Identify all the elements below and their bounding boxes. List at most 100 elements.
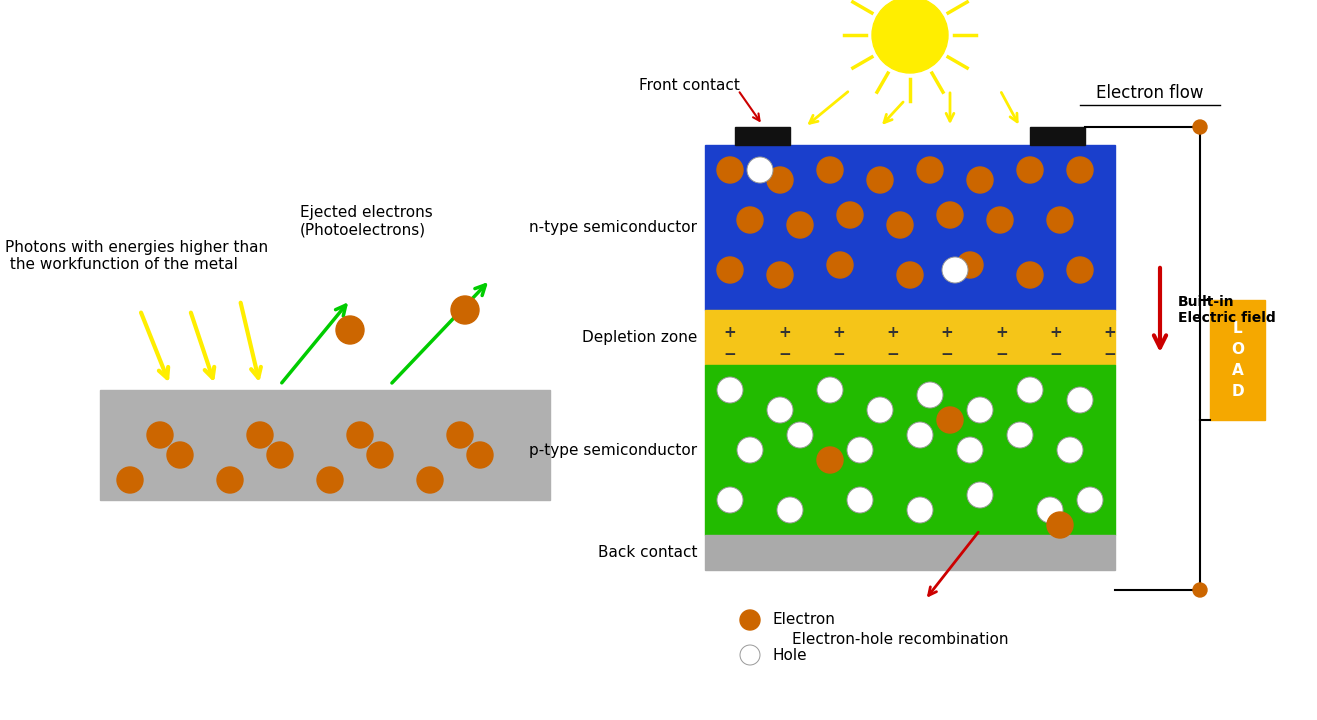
Circle shape [967, 167, 993, 193]
Text: −: − [996, 347, 1008, 362]
Text: Back contact: Back contact [598, 545, 697, 560]
Circle shape [738, 207, 763, 233]
Circle shape [936, 202, 963, 228]
Circle shape [1067, 257, 1093, 283]
Circle shape [716, 487, 743, 513]
Circle shape [847, 487, 873, 513]
Text: Electron-hole recombination: Electron-hole recombination [792, 632, 1009, 647]
Circle shape [1017, 377, 1043, 403]
Text: −: − [1104, 347, 1117, 362]
Text: −: − [1050, 347, 1062, 362]
Bar [705, 365, 1115, 535]
Circle shape [1058, 437, 1083, 463]
Circle shape [817, 157, 843, 183]
Text: −: − [723, 347, 736, 362]
Circle shape [716, 157, 743, 183]
Circle shape [716, 257, 743, 283]
Circle shape [1047, 512, 1073, 538]
Circle shape [346, 422, 373, 448]
Circle shape [740, 645, 760, 665]
Text: −: − [832, 347, 846, 362]
Text: +: + [996, 325, 1008, 340]
Circle shape [1008, 422, 1033, 448]
Circle shape [1193, 120, 1206, 134]
Text: +: + [1104, 325, 1117, 340]
Circle shape [867, 167, 893, 193]
Bar [100, 390, 551, 500]
Text: L
O
A
D: L O A D [1231, 321, 1245, 399]
Text: n-type semiconductor: n-type semiconductor [529, 220, 697, 235]
Circle shape [872, 0, 948, 73]
Circle shape [897, 262, 923, 288]
Circle shape [817, 377, 843, 403]
Circle shape [936, 407, 963, 433]
Bar [705, 535, 1115, 570]
Circle shape [942, 257, 968, 283]
Circle shape [1193, 583, 1206, 597]
Circle shape [1017, 157, 1043, 183]
Circle shape [1047, 207, 1073, 233]
Circle shape [336, 316, 363, 344]
Bar [1030, 127, 1085, 145]
Text: +: + [1050, 325, 1062, 340]
Text: Built-in
Electric field: Built-in Electric field [1177, 295, 1276, 325]
Circle shape [417, 467, 443, 493]
Text: Photons with energies higher than
 the workfunction of the metal: Photons with energies higher than the wo… [5, 240, 269, 272]
Circle shape [766, 262, 793, 288]
Circle shape [450, 296, 479, 324]
Circle shape [1017, 262, 1043, 288]
Text: Electron: Electron [772, 613, 835, 628]
Text: Depletion zone: Depletion zone [582, 330, 697, 345]
Text: Front contact: Front contact [639, 78, 740, 92]
Circle shape [317, 467, 342, 493]
Circle shape [248, 422, 273, 448]
Text: −: − [778, 347, 790, 362]
Circle shape [117, 467, 144, 493]
Circle shape [1067, 157, 1093, 183]
Circle shape [788, 212, 813, 238]
Text: Hole: Hole [772, 647, 806, 662]
Circle shape [957, 252, 982, 278]
Circle shape [827, 252, 853, 278]
Circle shape [217, 467, 244, 493]
Circle shape [907, 422, 932, 448]
Circle shape [766, 397, 793, 423]
Circle shape [446, 422, 473, 448]
Circle shape [267, 442, 292, 468]
Circle shape [738, 437, 763, 463]
Circle shape [367, 442, 392, 468]
Circle shape [167, 442, 194, 468]
Circle shape [1077, 487, 1104, 513]
Circle shape [788, 422, 813, 448]
Circle shape [716, 377, 743, 403]
Circle shape [888, 212, 913, 238]
Circle shape [740, 610, 760, 630]
Text: p-type semiconductor: p-type semiconductor [529, 443, 697, 457]
Circle shape [1036, 497, 1063, 523]
Text: −: − [886, 347, 900, 362]
Circle shape [817, 447, 843, 473]
Circle shape [777, 497, 803, 523]
Circle shape [986, 207, 1013, 233]
Circle shape [847, 437, 873, 463]
Bar [705, 310, 1115, 365]
Text: +: + [886, 325, 900, 340]
Circle shape [967, 397, 993, 423]
Text: Electron flow: Electron flow [1096, 84, 1204, 102]
Text: Ejected electrons
(Photoelectrons): Ejected electrons (Photoelectrons) [300, 205, 433, 238]
Circle shape [917, 157, 943, 183]
Circle shape [1067, 387, 1093, 413]
Bar [705, 145, 1115, 310]
Text: +: + [832, 325, 846, 340]
Circle shape [148, 422, 173, 448]
Circle shape [917, 382, 943, 408]
Circle shape [907, 497, 932, 523]
Circle shape [838, 202, 863, 228]
Circle shape [967, 482, 993, 508]
Circle shape [468, 442, 493, 468]
Bar [1210, 300, 1266, 420]
Circle shape [766, 167, 793, 193]
Circle shape [867, 397, 893, 423]
Circle shape [747, 157, 773, 183]
Text: +: + [778, 325, 790, 340]
